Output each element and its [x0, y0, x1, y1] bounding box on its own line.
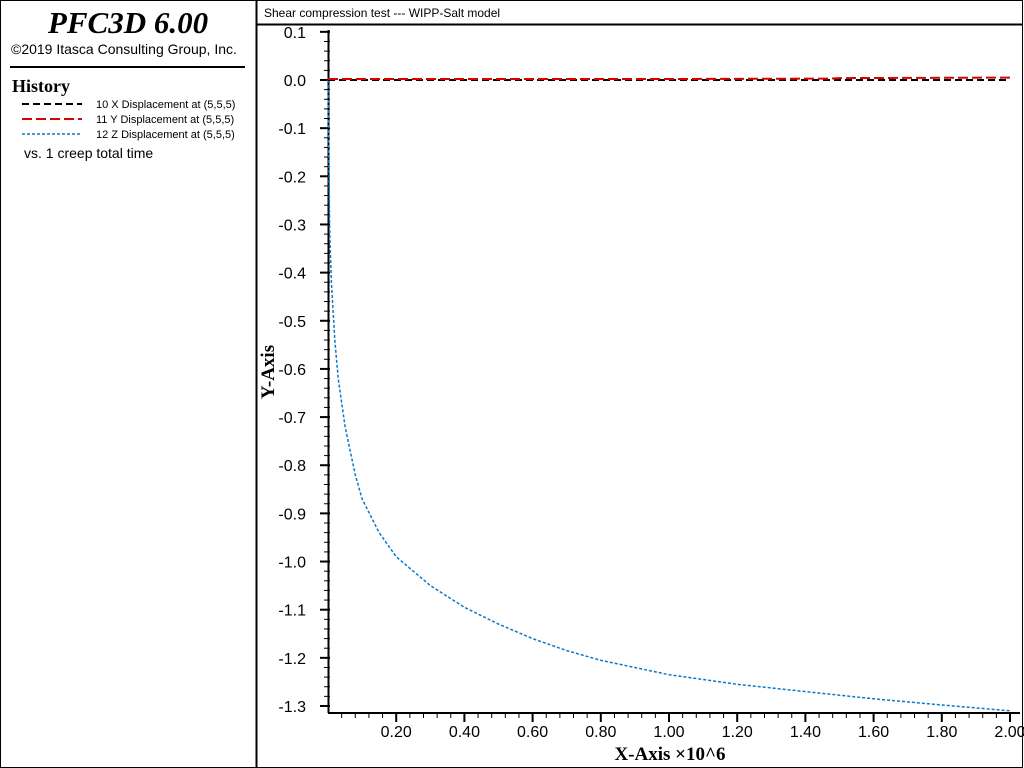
x-tick-label: 0.60	[517, 724, 548, 741]
legend-label-z: 12 Z Displacement at (5,5,5)	[96, 129, 235, 141]
x-tick-label: 1.60	[858, 724, 889, 741]
y-tick-label: -0.5	[278, 314, 306, 331]
panel-title: Shear compression test --- WIPP-Salt mod…	[264, 6, 500, 20]
plot-area	[328, 30, 1020, 712]
legend: History 10 X Displacement at (5,5,5) 11 …	[12, 76, 235, 161]
y-tick-label: -1.1	[278, 603, 306, 620]
y-tick-label: -0.6	[278, 362, 306, 379]
x-axis-label: X-Axis ×10^6	[614, 744, 725, 765]
app-title: PFC3D 6.00	[47, 5, 208, 40]
series-z-displacement	[327, 79, 1011, 712]
x-tick-label: 0.40	[449, 724, 480, 741]
x-tick-label: 0.80	[585, 724, 616, 741]
x-tick-label: 0.20	[381, 724, 412, 741]
chart: 0.1 0.0 -0.1 -0.2 -0.3 -0.4 -0.5 -0.6 -0.7 -0.8 -0…	[258, 25, 1024, 765]
y-tick-label: -0.2	[278, 169, 306, 186]
y-tick-label: -0.1	[278, 121, 306, 138]
x-tick-label: 1.40	[790, 724, 821, 741]
y-axis-label: Y-Axis	[258, 345, 279, 399]
copyright-text: ©2019 Itasca Consulting Group, Inc.	[11, 41, 237, 57]
y-tick-label: 0.1	[284, 25, 306, 42]
x-axis-ticks: 0.20 0.40 0.60 0.80 1.00 1.20 1.40 1.60 1.80 2.00	[341, 712, 1024, 741]
y-tick-label: -0.4	[278, 266, 306, 283]
x-tick-label: 1.80	[926, 724, 957, 741]
y-tick-label: -0.3	[278, 217, 306, 234]
legend-label-y: 11 Y Displacement at (5,5,5)	[96, 114, 234, 126]
y-tick-label: -1.3	[278, 699, 306, 716]
y-tick-label: -1.0	[278, 555, 306, 572]
series-y-displacement	[328, 76, 1011, 80]
x-tick-label: 1.00	[653, 724, 684, 741]
legend-footer: vs. 1 creep total time	[24, 145, 153, 161]
y-tick-label: 0.0	[284, 73, 306, 90]
y-tick-label: -0.9	[278, 506, 306, 523]
legend-title: History	[12, 76, 70, 96]
x-tick-label: 2.00	[994, 724, 1024, 741]
legend-label-x: 10 X Displacement at (5,5,5)	[96, 99, 235, 111]
y-tick-label: -0.7	[278, 410, 306, 427]
y-axis-ticks: 0.1 0.0 -0.1 -0.2 -0.3 -0.4 -0.5 -0.6 -0.7 -0.8 -0…	[278, 25, 330, 716]
y-tick-label: -0.8	[278, 458, 306, 475]
series-layer	[327, 76, 1011, 712]
y-tick-label: -1.2	[278, 651, 306, 668]
x-tick-label: 1.20	[722, 724, 753, 741]
